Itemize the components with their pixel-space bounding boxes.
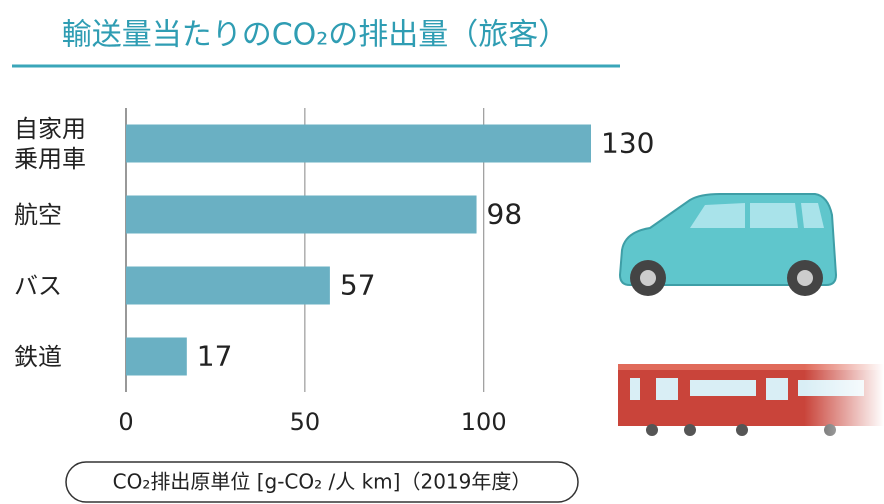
y-tick-label: 航空 <box>14 180 96 250</box>
chart-title: 輸送量当たりのCO₂の排出量（旅客） <box>62 18 569 53</box>
bar <box>126 125 591 163</box>
x-tick-label: 50 <box>290 408 321 436</box>
x-axis-label: CO₂排出原単位 [g-CO₂ /人 km]（2019年度） <box>113 470 532 494</box>
page: 輸送量当たりのCO₂の排出量（旅客） 0 50 100 130 98 57 17 CO₂排出… <box>0 0 884 504</box>
value-label: 130 <box>601 127 654 160</box>
value-label: 98 <box>487 198 523 231</box>
x-tick-label: 100 <box>461 408 507 436</box>
value-label: 17 <box>197 340 233 373</box>
bar <box>126 338 187 376</box>
x-tick-label: 0 <box>118 408 133 436</box>
train-icon <box>618 360 884 440</box>
plot: 0 50 100 130 98 57 17 <box>118 108 654 436</box>
bar <box>126 196 477 234</box>
chart: 輸送量当たりのCO₂の排出量（旅客） 0 50 100 130 98 57 17 CO₂排出… <box>0 0 884 504</box>
y-tick-label: 自家用乗用車 <box>14 109 96 179</box>
value-label: 57 <box>340 269 376 302</box>
y-tick-label: 鉄道 <box>14 322 96 392</box>
car-icon <box>620 194 836 296</box>
bar <box>126 267 330 305</box>
y-tick-label: バス <box>14 251 96 321</box>
